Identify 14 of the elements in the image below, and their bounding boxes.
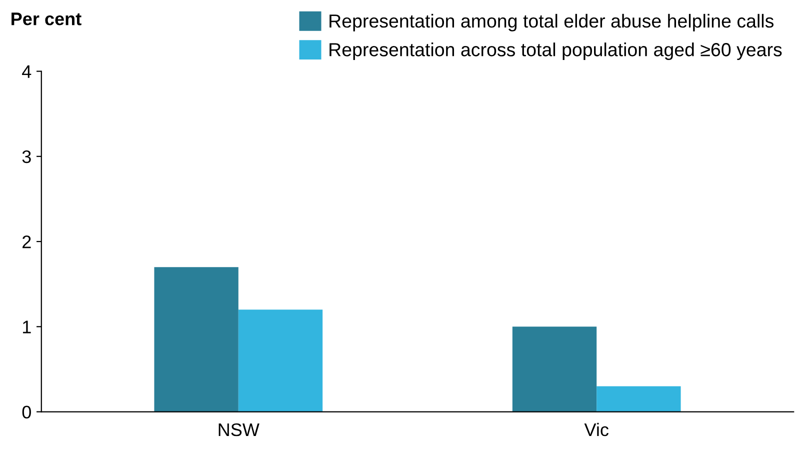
y-axis-title: Per cent: [12, 12, 82, 26]
y-tick-label: 0: [22, 406, 31, 418]
x-tick-label: NSW: [218, 423, 260, 436]
y-tick-label: 3: [22, 150, 31, 164]
x-tick-label: Vic: [584, 422, 609, 436]
y-tick-label: 1: [23, 320, 31, 334]
bar: [238, 310, 323, 412]
legend-label: Representation among total elder abuse helpline calls: [330, 14, 774, 32]
legend-label: Representation across total population aged ≥60 years: [330, 42, 782, 60]
y-tick-label: 2: [22, 235, 31, 248]
bar: [596, 386, 681, 412]
bar: [512, 326, 597, 412]
bar: [154, 267, 238, 412]
y-tick-label: 4: [22, 65, 32, 78]
